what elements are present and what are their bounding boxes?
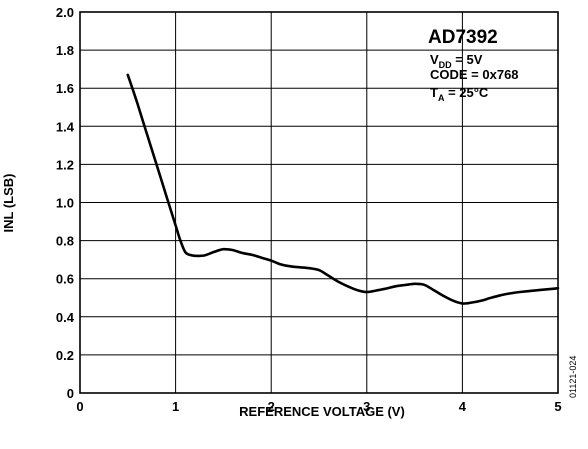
- y-tick-label: 0: [67, 386, 74, 401]
- y-tick-label: 0.8: [56, 234, 74, 249]
- y-tick-label: 1.4: [56, 119, 75, 134]
- x-tick-label: 5: [554, 399, 561, 414]
- x-tick-label: 1: [172, 399, 179, 414]
- y-axis-label: INL (LSB): [1, 174, 16, 233]
- x-tick-label: 2: [268, 399, 275, 414]
- y-tick-label: 0.6: [56, 272, 74, 287]
- legend-title: AD7392: [428, 27, 498, 48]
- x-tick-label: 0: [76, 399, 83, 414]
- y-tick-label: 0.4: [56, 310, 75, 325]
- y-tick-label: 0.2: [56, 348, 74, 363]
- x-tick-label: 4: [459, 399, 467, 414]
- y-tick-label: 1.8: [56, 43, 74, 58]
- plot-frame: [79, 11, 559, 394]
- y-tick-labels: 0 0.2 0.4 0.6 0.8 1.0 1.2 1.4 1.6 1.8 2.0: [56, 5, 75, 401]
- x-tick-labels: 0 1 2 3 4 5: [76, 399, 561, 414]
- y-tick-label: 2.0: [56, 5, 74, 20]
- y-tick-label: 1.0: [56, 196, 74, 211]
- x-tick-label: 3: [363, 399, 370, 414]
- inl-curve: [126, 73, 560, 305]
- y-tick-label: 1.2: [56, 157, 74, 172]
- figure-id: 01121-024: [568, 356, 578, 398]
- legend-temperature: TA = 25°C: [430, 85, 489, 103]
- legend-code: CODE = 0x768: [430, 67, 519, 82]
- legend-vdd: VDD = 5V: [430, 52, 483, 70]
- legend: AD7392 VDD = 5V CODE = 0x768 TA = 25°C: [428, 27, 519, 103]
- x-axis-label: REFERENCE VOLTAGE (V): [239, 404, 405, 419]
- y-tick-label: 1.6: [56, 81, 74, 96]
